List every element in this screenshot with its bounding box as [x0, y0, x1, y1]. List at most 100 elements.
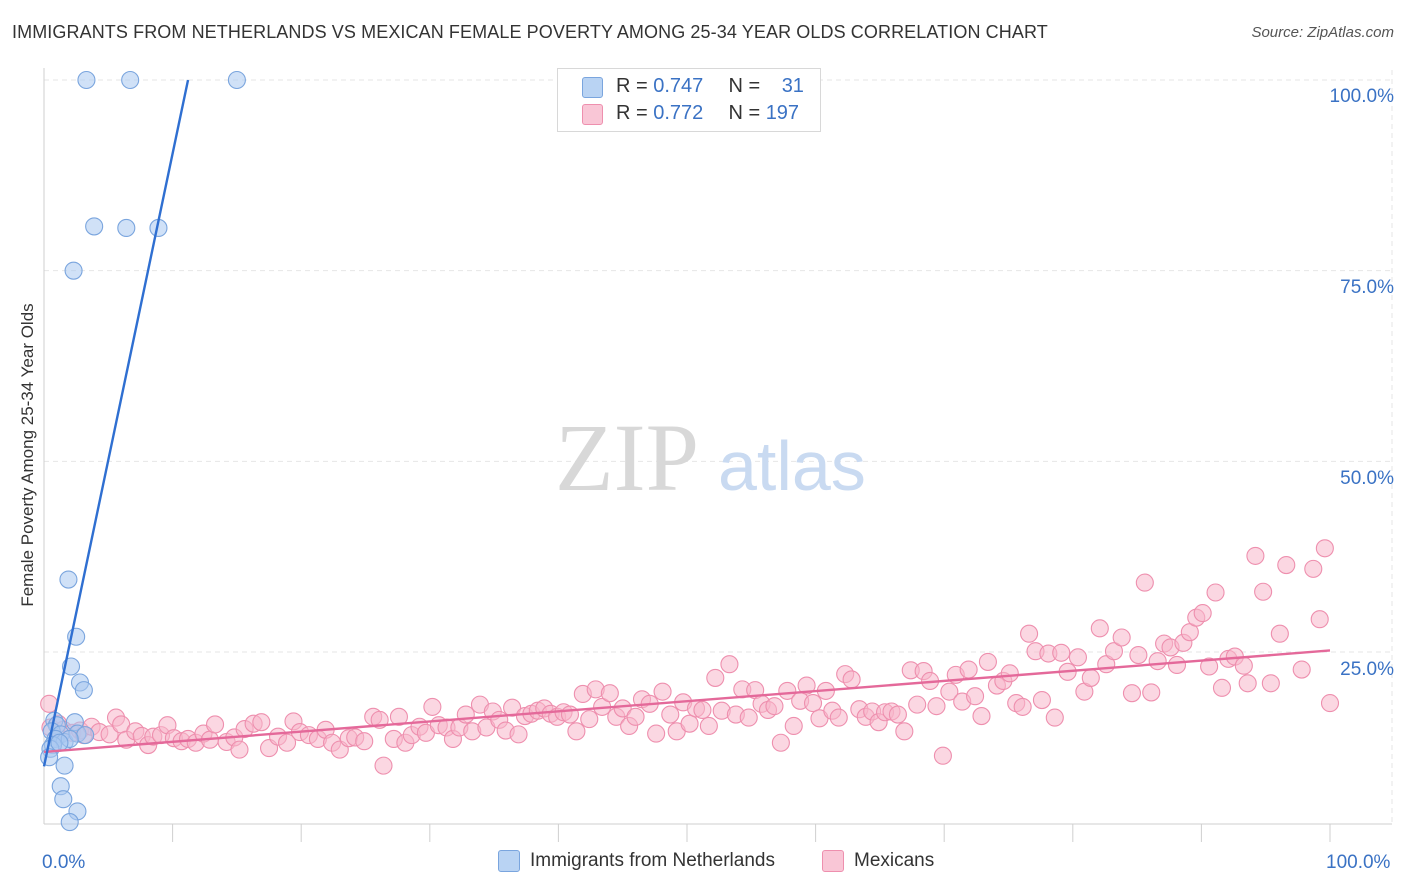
mexicans-point: [1206, 583, 1225, 602]
mexicans-point: [1090, 619, 1109, 638]
mexicans-point: [908, 695, 927, 714]
mexicans-point: [456, 705, 475, 724]
mexicans-point: [1032, 690, 1051, 710]
mexicans-point: [699, 716, 718, 736]
mexicans-point: [205, 715, 225, 734]
mexicans-point: [1167, 655, 1187, 675]
legend-n-value: 197: [765, 102, 800, 124]
mexicans-point: [389, 707, 408, 726]
series-legend-netherlands: Immigrants from Netherlands: [498, 850, 775, 872]
mexicans-point: [423, 697, 442, 716]
mexicans-point: [1104, 642, 1124, 661]
mexicans-point: [706, 668, 725, 687]
series-label-netherlands: Immigrants from Netherlands: [530, 850, 775, 871]
netherlands-point: [227, 70, 246, 90]
legend-r-value: 0.747: [653, 75, 704, 97]
mexicans-point: [600, 684, 619, 703]
mexicans-point: [1254, 582, 1273, 601]
series-swatch-netherlands: [498, 850, 520, 872]
watermark-atlas: atlas: [718, 427, 866, 505]
mexicans-point: [1112, 628, 1131, 647]
mexicans-point: [613, 699, 632, 718]
mexicans-point: [1212, 678, 1232, 697]
mexicans-point: [1013, 697, 1032, 716]
correlation-legend: R = 0.747 N = 31 R = 0.772 N = 197: [557, 68, 821, 132]
mexicans-point: [230, 740, 249, 759]
netherlands-point: [50, 733, 69, 752]
mexicans-point: [355, 732, 374, 751]
netherlands-point: [77, 70, 96, 90]
netherlands-trend-line: [42, 79, 190, 767]
mexicans-point: [1310, 610, 1329, 629]
mexicans-point: [1304, 559, 1323, 578]
mexicans-point: [978, 652, 997, 671]
mexicans-point: [653, 682, 672, 701]
netherlands-point: [121, 70, 140, 90]
y-tick-100: 100.0%: [1329, 86, 1394, 107]
mexicans-point: [771, 733, 790, 752]
watermark: ZIP atlas: [555, 404, 866, 511]
netherlands-point: [64, 261, 83, 280]
mexicans-point: [661, 705, 680, 724]
legend-n-label: N =: [728, 102, 766, 124]
mexicans-point: [966, 687, 985, 706]
netherlands-point: [76, 726, 95, 745]
legend-r-label: R =: [616, 102, 654, 124]
mexicans-point: [1234, 656, 1253, 675]
legend-r-label: R =: [616, 75, 654, 97]
mexicans-point: [1000, 664, 1019, 683]
legend-n-value: 31: [781, 75, 804, 97]
mexicans-point: [765, 697, 784, 716]
chart-title: IMMIGRANTS FROM NETHERLANDS VS MEXICAN F…: [12, 22, 1048, 42]
mexicans-point: [560, 705, 580, 724]
mexicans-point: [693, 700, 712, 720]
legend-swatch-netherlands: [582, 77, 603, 98]
mexicans-trend-line: [43, 649, 1331, 754]
mexicans-point: [1052, 643, 1071, 662]
netherlands-point: [117, 218, 136, 238]
mexicans-point: [940, 682, 959, 701]
mexicans-point: [1142, 683, 1161, 702]
mexicans-point: [778, 681, 797, 700]
mexicans-point: [1261, 674, 1280, 693]
mexicans-point: [720, 655, 739, 674]
mexicans-point: [100, 725, 119, 744]
series-label-mexicans: Mexicans: [854, 850, 935, 871]
mexicans-point: [1315, 539, 1334, 558]
y-tick-25: 25.0%: [1340, 659, 1394, 680]
mexicans-point: [1238, 674, 1257, 693]
mexicans-point: [626, 707, 645, 726]
mexicans-point: [680, 714, 699, 733]
series-legend-mexicans: Mexicans: [822, 850, 934, 872]
legend-swatch-mexicans: [582, 104, 603, 125]
trend-lines: [42, 79, 1331, 767]
mexicans-point: [933, 746, 952, 765]
mexicans-point: [1277, 556, 1296, 575]
mexicans-point: [1148, 652, 1167, 671]
netherlands-point: [85, 217, 104, 236]
mexicans-point: [509, 725, 528, 744]
mexicans-point: [374, 756, 393, 775]
watermark-zip: ZIP: [555, 404, 699, 511]
mexicans-point: [1270, 624, 1289, 643]
legend-r-value: 0.772: [653, 102, 704, 124]
mexicans-point: [1045, 708, 1064, 727]
mexicans-point: [797, 676, 816, 695]
mexicans-point: [1200, 657, 1219, 676]
mexicans-point: [784, 716, 803, 736]
netherlands-point: [74, 681, 93, 700]
y-tick-50: 50.0%: [1340, 468, 1394, 489]
mexicans-point: [567, 722, 586, 741]
mexicans-point: [580, 710, 599, 729]
mexicans-point: [842, 670, 861, 689]
mexicans-point: [1320, 694, 1340, 713]
mexicans-point: [252, 713, 271, 732]
mexicans-point: [1122, 684, 1142, 703]
mexicans-point: [959, 660, 978, 679]
mexicans-point: [1020, 624, 1039, 643]
mexicans-point: [829, 708, 848, 727]
legend-n-label: N =: [728, 75, 766, 97]
mexicans-point: [888, 705, 907, 724]
x-tick-100: 100.0%: [1326, 852, 1391, 873]
